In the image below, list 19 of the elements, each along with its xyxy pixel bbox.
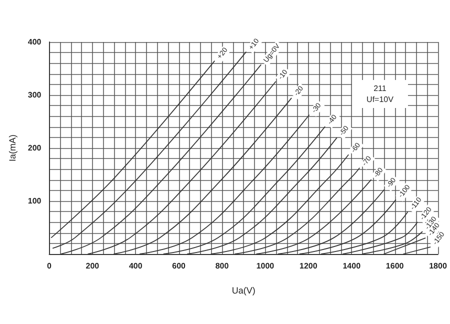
- x-tick-label: 1800: [429, 262, 448, 270]
- x-tick-label: 600: [172, 262, 186, 270]
- y-tick-label: 200: [28, 144, 42, 152]
- x-tick-label: 0: [47, 262, 52, 270]
- annotation: 211: [372, 83, 388, 94]
- x-tick-label: 1200: [300, 262, 318, 270]
- x-tick-label: 800: [215, 262, 230, 270]
- x-axis-title: Ua(V): [232, 286, 256, 296]
- x-tick-label: 1400: [342, 262, 362, 270]
- y-tick-label: 400: [28, 38, 42, 46]
- x-tick-label: 1600: [386, 262, 404, 270]
- y-tick-label: 100: [28, 196, 42, 206]
- annotation: Uf=10V: [366, 94, 394, 105]
- x-tick-label: 200: [86, 262, 100, 270]
- text-box: 211 Uf=10V: [352, 80, 408, 108]
- x-tick-label: 1000: [256, 262, 275, 270]
- y-tick-label: 300: [28, 90, 42, 100]
- x-tick-label: 400: [128, 262, 143, 270]
- y-axis-title: Ia(mA): [8, 134, 18, 162]
